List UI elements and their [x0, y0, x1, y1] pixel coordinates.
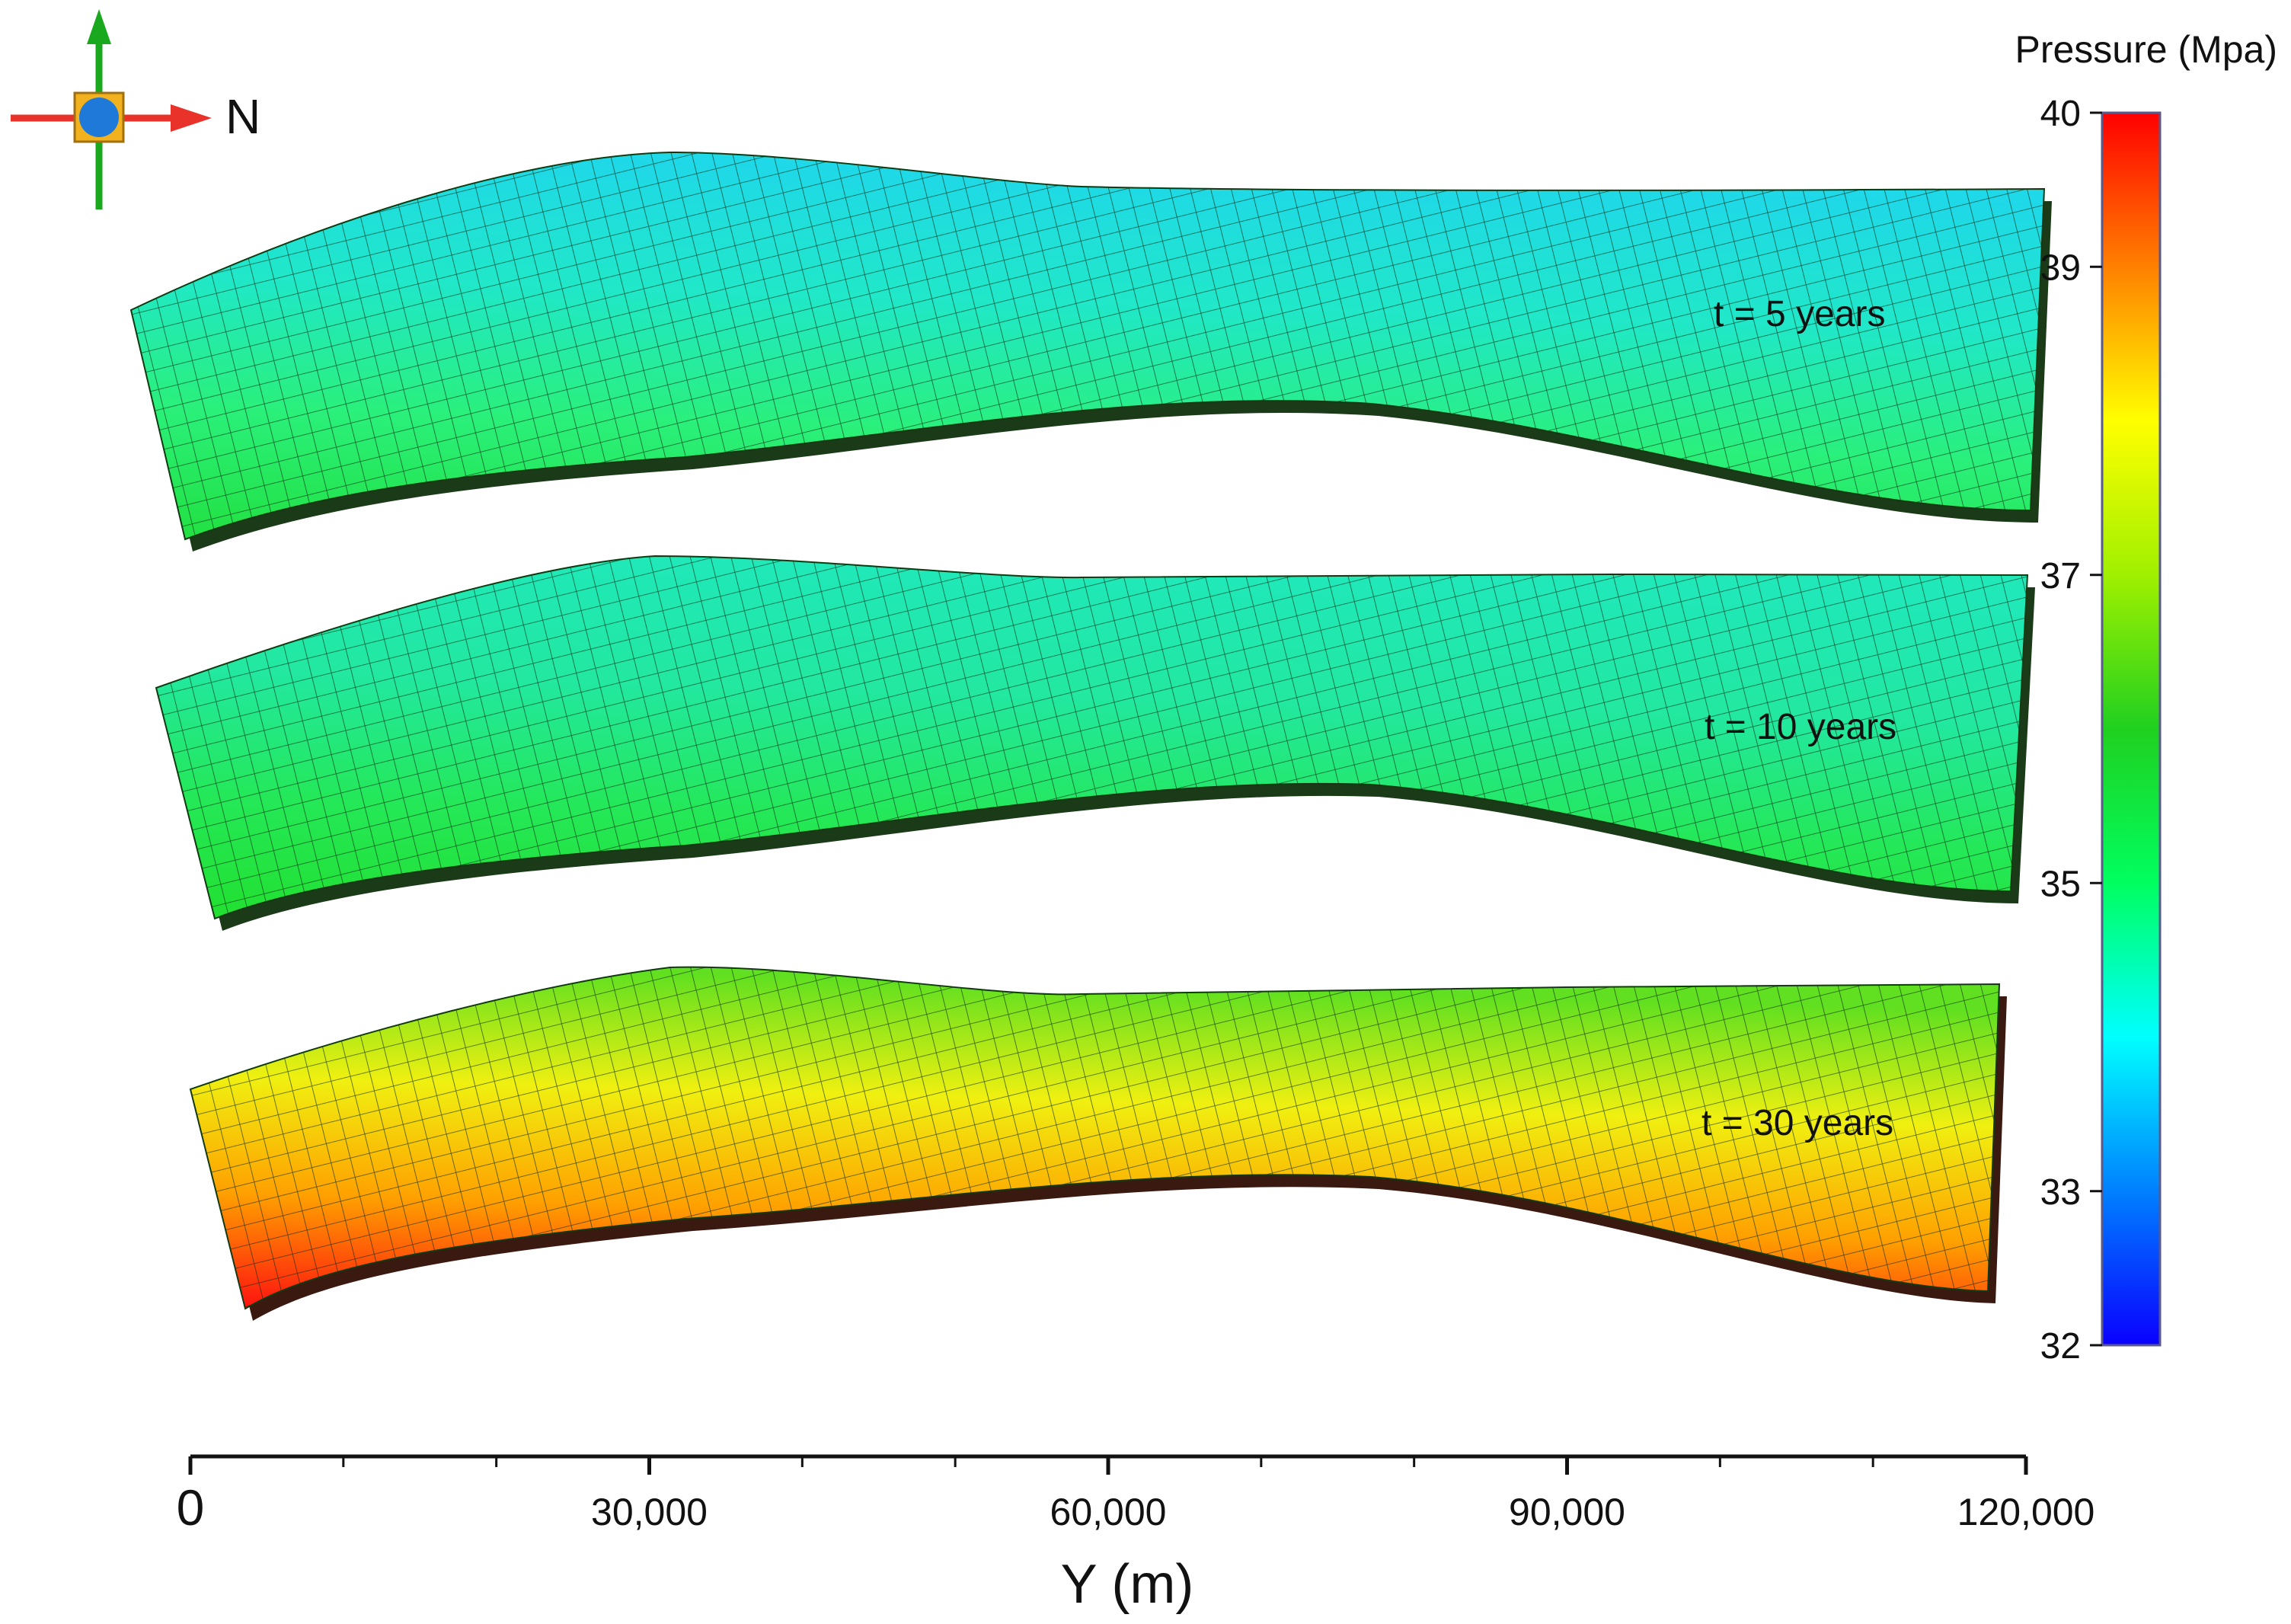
axis-tick-label: 60,000 [1050, 1491, 1167, 1533]
axis-tick-label: 30,000 [591, 1491, 708, 1533]
panel-time-label: t = 5 years [1714, 294, 1885, 334]
colorbar-tick-label: 35 [2040, 864, 2081, 904]
orientation-axes-icon [11, 9, 212, 209]
pressure-panel-5-years: t = 5 years [129, 151, 2052, 551]
colorbar-tick-label: 33 [2040, 1172, 2081, 1213]
axis-tick-label: 0 [177, 1479, 205, 1536]
colorbar-tick-label: 32 [2040, 1326, 2081, 1367]
axis-ticks: 0 30,000 60,000 90,000 120,000 [177, 1456, 2095, 1536]
colorbar-ticks: 40 39 37 35 33 32 [2040, 94, 2102, 1367]
axis-title: Y (m) [1061, 1554, 1194, 1615]
colorbar: Pressure (Mpa) 40 39 37 35 33 32 [2015, 28, 2277, 1367]
colorbar-title: Pressure (Mpa) [2015, 28, 2277, 71]
panel-mesh [189, 966, 2001, 1310]
north-label: N [225, 89, 260, 144]
colorbar-tick-label: 40 [2040, 94, 2081, 134]
panel-time-label: t = 10 years [1705, 707, 1896, 747]
y-axis-bar: 0 30,000 60,000 90,000 120,000 Y (m) [177, 1454, 2095, 1615]
panel-mesh [155, 555, 2029, 920]
pressure-panel-30-years: t = 30 years [189, 966, 2007, 1321]
panel-time-label: t = 30 years [1701, 1103, 1893, 1143]
axis-tick-label: 120,000 [1957, 1491, 2095, 1533]
colorbar-gradient [2101, 111, 2162, 1347]
colorbar-tick-label: 37 [2040, 556, 2081, 596]
axis-tick-label: 90,000 [1509, 1491, 1625, 1533]
panel-mesh [129, 151, 2046, 541]
pressure-panel-10-years: t = 10 years [155, 555, 2035, 931]
colorbar-tick-label: 39 [2040, 248, 2081, 288]
